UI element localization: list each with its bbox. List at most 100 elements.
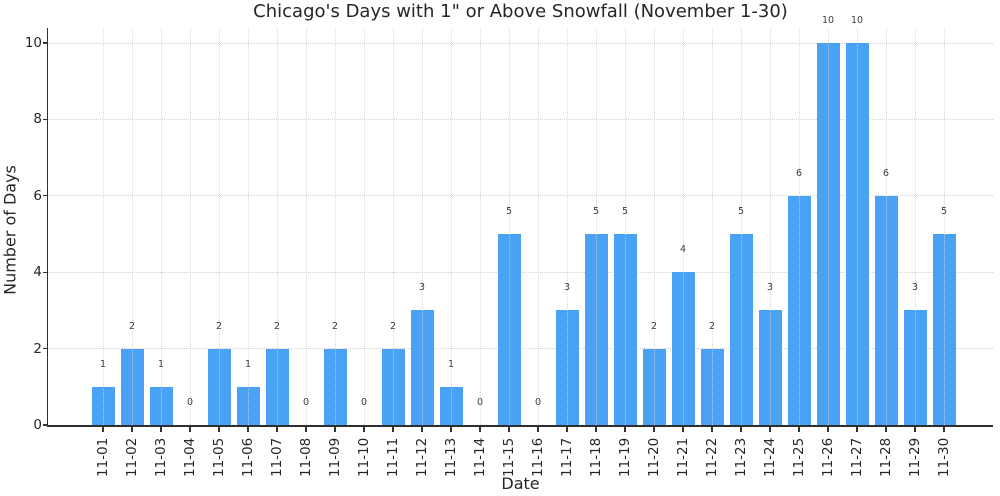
gridline-vertical	[131, 28, 133, 425]
bar-value-label: 0	[534, 397, 542, 408]
gridline-vertical	[218, 28, 220, 425]
chart-title: Chicago's Days with 1" or Above Snowfall…	[253, 1, 788, 22]
x-tick-mark	[392, 426, 394, 432]
x-tick-mark	[334, 426, 336, 432]
x-tick-label: 11-28	[878, 437, 894, 477]
x-tick-label: 11-24	[762, 437, 778, 477]
gridline-vertical	[247, 28, 249, 425]
gridline-vertical	[566, 28, 568, 425]
x-tick-mark	[102, 426, 104, 432]
x-tick-mark	[769, 426, 771, 432]
bar-value-label: 5	[592, 206, 600, 217]
x-tick-mark	[711, 426, 713, 432]
x-tick-mark	[189, 426, 191, 432]
x-tick-mark	[798, 426, 800, 432]
x-tick-mark	[421, 426, 423, 432]
x-tick-label: 11-13	[443, 437, 459, 477]
gridline-vertical	[160, 28, 162, 425]
gridline-vertical	[827, 28, 829, 425]
x-tick-label: 11-04	[182, 437, 198, 477]
x-tick-label: 11-08	[298, 437, 314, 477]
y-tick-mark	[42, 424, 48, 426]
bar-value-label: 1	[447, 358, 455, 370]
gridline-vertical	[943, 28, 945, 425]
y-tick-mark	[42, 42, 48, 44]
bar-value-label: 10	[850, 15, 864, 26]
x-tick-mark	[566, 426, 568, 432]
gridline-vertical	[450, 28, 452, 425]
x-tick-label: 11-29	[907, 437, 923, 477]
x-tick-label: 11-21	[675, 437, 691, 477]
bar-value-label: 4	[679, 244, 687, 256]
bar-value-label: 6	[795, 167, 803, 179]
x-tick-mark	[247, 426, 249, 432]
y-tick-label: 6	[33, 187, 42, 204]
y-tick-label: 4	[33, 264, 42, 281]
bar-value-label: 0	[360, 397, 368, 408]
x-tick-label: 11-12	[414, 437, 430, 477]
x-tick-mark	[740, 426, 742, 432]
bar-value-label: 3	[911, 282, 919, 294]
bar-value-label: 0	[186, 397, 194, 408]
bar-value-label: 3	[418, 282, 426, 294]
gridline-vertical	[885, 28, 887, 425]
bar-value-label: 6	[882, 167, 890, 179]
x-tick-mark	[653, 426, 655, 432]
x-tick-mark	[305, 426, 307, 432]
y-tick-mark	[42, 118, 48, 121]
x-tick-mark	[537, 426, 539, 432]
x-tick-mark	[856, 426, 858, 432]
bar-value-label: 2	[273, 320, 281, 332]
bar-value-label: 2	[650, 320, 658, 332]
x-tick-label: 11-25	[791, 437, 807, 477]
bar-value-label: 2	[215, 320, 223, 332]
y-tick-label: 0	[33, 417, 42, 433]
x-tick-label: 11-26	[820, 437, 836, 477]
x-tick-mark	[363, 426, 365, 432]
x-axis-label: Date	[501, 474, 540, 493]
bar-value-label: 2	[708, 320, 716, 332]
x-tick-label: 11-16	[530, 437, 546, 477]
gridline-vertical	[798, 28, 800, 425]
x-tick-label: 11-09	[327, 437, 343, 477]
x-tick-label: 11-20	[646, 437, 662, 477]
x-tick-label: 11-18	[588, 437, 604, 477]
x-tick-label: 11-02	[124, 437, 140, 477]
gridline-horizontal	[48, 271, 993, 273]
bar-value-label: 3	[563, 282, 571, 294]
x-tick-mark	[450, 426, 452, 432]
bar-value-label: 5	[621, 206, 629, 217]
bar-value-label: 0	[302, 397, 310, 408]
bottom-spine	[46, 425, 993, 427]
y-tick-mark	[42, 195, 48, 197]
gridline-horizontal	[48, 42, 993, 44]
x-tick-mark	[914, 426, 916, 432]
gridline-vertical	[305, 28, 307, 425]
bar-value-label: 5	[505, 206, 513, 217]
bar-value-label: 0	[476, 397, 484, 408]
left-spine	[46, 28, 48, 427]
x-tick-label: 11-19	[617, 437, 633, 477]
gridline-vertical	[856, 28, 858, 425]
gridline-vertical	[595, 28, 597, 425]
y-tick-label: 10	[24, 35, 42, 51]
x-tick-mark	[160, 426, 162, 432]
x-tick-label: 11-30	[936, 437, 952, 477]
gridline-vertical	[914, 28, 916, 425]
x-tick-label: 11-11	[385, 437, 401, 477]
gridline-vertical	[276, 28, 278, 425]
gridline-horizontal	[48, 348, 993, 350]
bar-value-label: 5	[940, 206, 948, 217]
gridline-vertical	[421, 28, 423, 425]
bar-value-label: 1	[157, 358, 165, 370]
gridline-vertical	[682, 28, 684, 425]
bar-value-label: 2	[389, 320, 397, 332]
gridline-vertical	[363, 28, 365, 425]
x-tick-label: 11-23	[733, 437, 749, 477]
gridline-vertical	[479, 28, 481, 425]
gridline-vertical	[653, 28, 655, 425]
x-tick-label: 11-06	[240, 437, 256, 477]
x-tick-label: 11-01	[95, 437, 111, 477]
y-tick-label: 2	[33, 340, 42, 357]
y-tick-label: 8	[33, 111, 42, 128]
